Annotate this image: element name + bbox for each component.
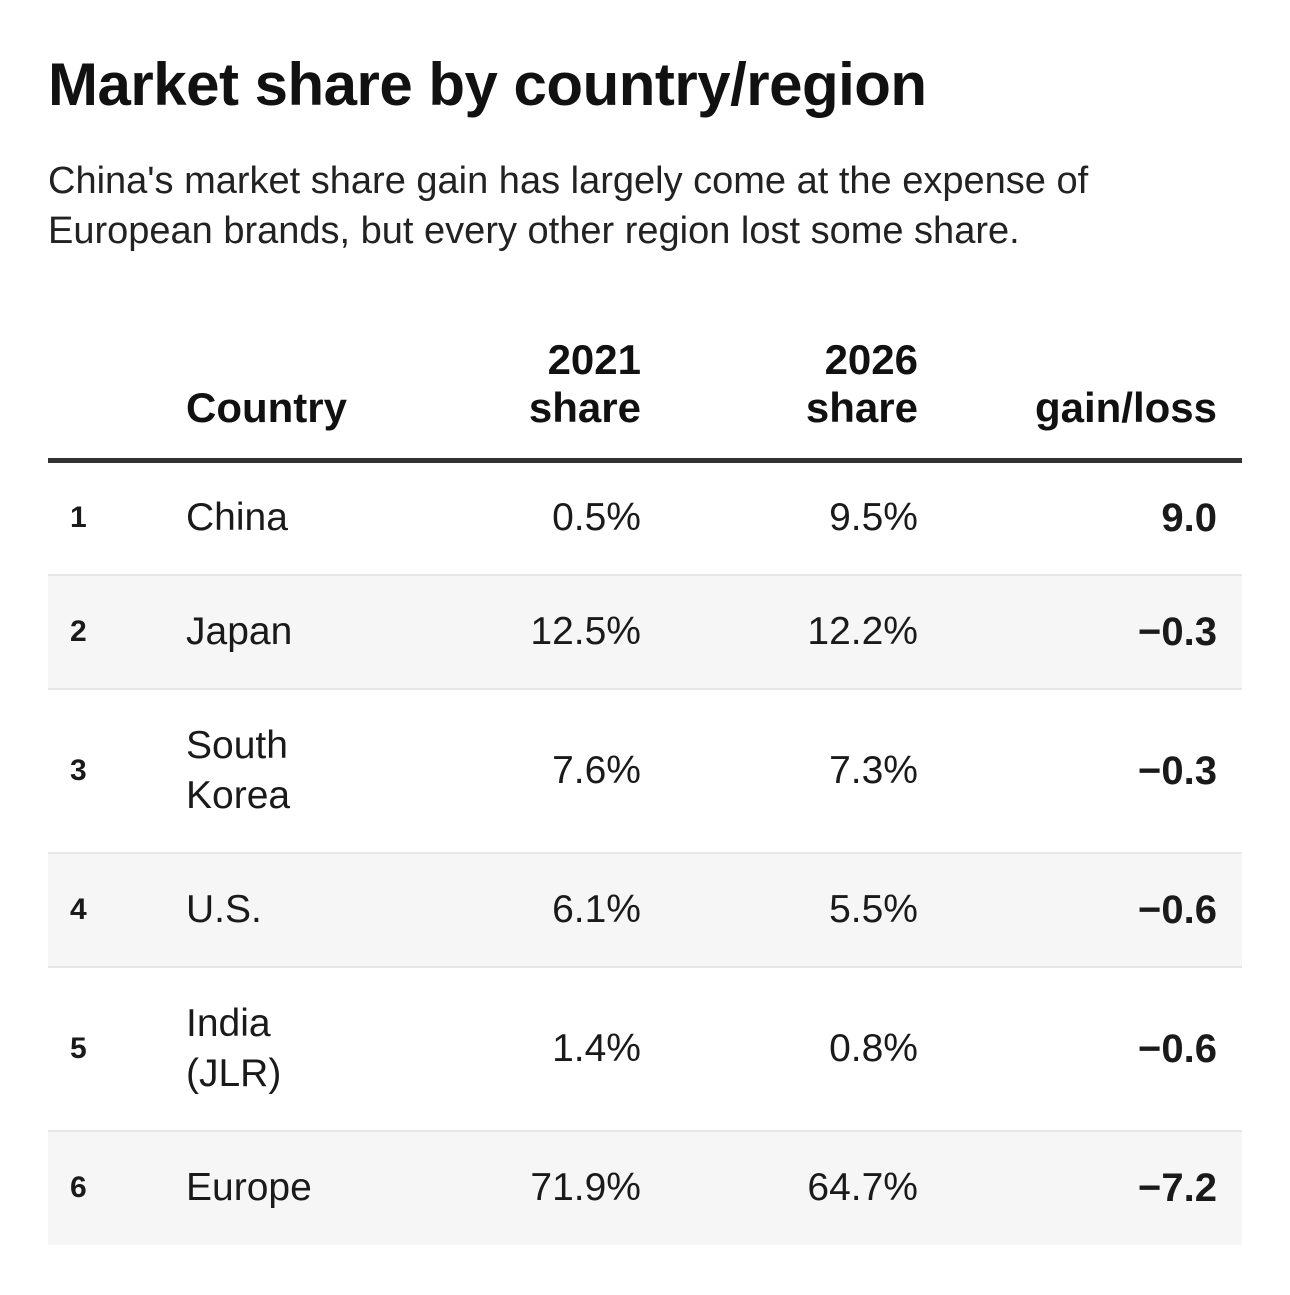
rank-cell: 2	[70, 614, 87, 648]
share-2026-cell: 9.5%	[829, 496, 918, 540]
header-gain-loss-line: gain/loss	[1034, 384, 1217, 431]
gain-loss-cell: −0.6	[1138, 887, 1217, 932]
rank-cell: 3	[70, 753, 87, 787]
share-2026-cell: 0.8%	[829, 1026, 918, 1070]
country-cell: India (JLR)	[186, 967, 456, 1131]
header-country-line: Country	[186, 384, 347, 431]
rank-cell: 4	[70, 892, 87, 926]
country-cell: Europe	[186, 1166, 312, 1209]
table-row: 6 Europe 71.9% 64.7% −7.2	[48, 1130, 1242, 1245]
gain-loss-cell: −0.3	[1138, 748, 1217, 793]
header-gain-loss: gain/loss	[943, 336, 1242, 461]
share-2026-cell: 12.2%	[807, 609, 918, 653]
gain-loss-cell: −7.2	[1138, 1166, 1217, 1210]
share-2021-cell: 6.1%	[552, 887, 641, 931]
share-2021-cell: 71.9%	[530, 1166, 641, 1209]
gain-loss-cell: 9.0	[1161, 496, 1217, 541]
gain-loss-cell: −0.6	[1138, 1026, 1217, 1071]
share-2021-cell: 7.6%	[552, 748, 641, 792]
gain-loss-cell: −0.3	[1138, 609, 1217, 654]
header-country: Country	[186, 336, 456, 461]
header-row: Country 2021 share 2026 share gain/loss	[48, 336, 1242, 461]
country-name: South Korea	[186, 723, 291, 817]
share-2021-cell: 0.5%	[552, 496, 641, 540]
chart-title: Market share by country/region	[48, 51, 927, 118]
header-rank	[48, 336, 186, 461]
header-share-2026-year: 2026	[824, 336, 918, 383]
rank-cell: 6	[70, 1171, 87, 1204]
share-2026-cell: 7.3%	[829, 748, 918, 792]
rank-cell: 5	[70, 1031, 87, 1065]
country-cell: U.S.	[186, 887, 262, 931]
header-share-2026-label: share	[805, 384, 918, 431]
header-share-2026: 2026 share	[666, 336, 943, 461]
market-share-table: Country 2021 share 2026 share gain/loss …	[48, 336, 1242, 1245]
country-cell: China	[186, 496, 288, 540]
header-share-2021: 2021 share	[456, 336, 666, 461]
header-share-2021-year: 2021	[547, 336, 641, 383]
chart-subtitle: China's market share gain has largely co…	[48, 160, 1089, 252]
header-share-2021-label: share	[528, 384, 641, 431]
rank-cell: 1	[70, 501, 87, 535]
share-2026-cell: 5.5%	[829, 887, 918, 931]
table-row: 3 South Korea 7.6% 7.3% −0.3	[48, 689, 1242, 853]
country-name: India (JLR)	[186, 1001, 282, 1095]
share-2026-cell: 64.7%	[807, 1166, 918, 1209]
country-cell: South Korea	[186, 689, 456, 853]
table-row: 4 U.S. 6.1% 5.5% −0.6	[48, 852, 1242, 967]
share-2021-cell: 12.5%	[530, 609, 641, 653]
table-row: 2 Japan 12.5% 12.2% −0.3	[48, 574, 1242, 689]
country-cell: Japan	[186, 609, 293, 653]
table-row: 5 India (JLR) 1.4% 0.8% −0.6	[48, 967, 1242, 1131]
table-row: 1 China 0.5% 9.5% 9.0	[48, 461, 1242, 575]
share-2021-cell: 1.4%	[552, 1026, 641, 1070]
